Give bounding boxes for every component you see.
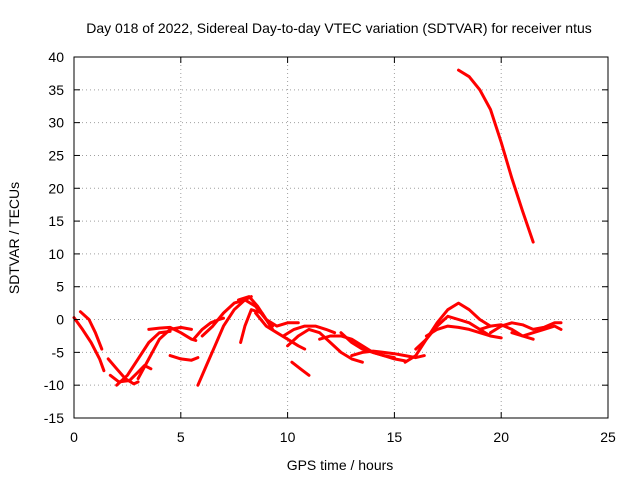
x-axis-label: GPS time / hours xyxy=(287,457,394,473)
series-line-arc-26 xyxy=(510,324,563,338)
chart-title: Day 018 of 2022, Sidereal Day-to-day VTE… xyxy=(86,20,592,36)
y-tick-label: 40 xyxy=(48,49,64,65)
plot-frame xyxy=(73,56,609,419)
y-tick-label: 15 xyxy=(48,213,64,229)
x-tick-label: 5 xyxy=(177,429,185,445)
x-tick-label: 20 xyxy=(493,429,509,445)
y-tick-label: 20 xyxy=(48,180,64,196)
series-line-arc-6 xyxy=(136,325,193,381)
y-axis-tick-labels: -15 -10 -5 0 5 10 15 20 25 30 35 40 xyxy=(44,49,64,426)
series-line-arc-10 xyxy=(196,295,253,387)
y-tick-label: 0 xyxy=(56,312,64,328)
x-tick-label: 15 xyxy=(387,429,403,445)
grid-lines xyxy=(74,57,608,418)
x-axis-tick-labels: 0 5 10 15 20 25 xyxy=(70,429,616,445)
series-line-arc-22 xyxy=(414,314,503,351)
series-line-arc-8 xyxy=(168,354,200,362)
y-tick-label: 25 xyxy=(48,147,64,163)
y-tick-label: -5 xyxy=(52,344,65,360)
series-line-arc-1 xyxy=(72,316,106,373)
y-axis-label: SDTVAR / TECUs xyxy=(6,182,22,294)
series-line-arc-21 xyxy=(403,301,492,364)
series-line-arc-15 xyxy=(290,360,311,377)
series-line-arc-16 xyxy=(281,324,337,338)
y-tick-label: -15 xyxy=(44,410,64,426)
series-line-arc-27 xyxy=(457,68,535,244)
x-tick-label: 0 xyxy=(70,429,78,445)
series-line-arc-9 xyxy=(192,316,225,341)
x-tick-label: 10 xyxy=(280,429,296,445)
y-tick-label: 5 xyxy=(56,279,64,295)
axis-ticks xyxy=(73,56,609,419)
series-line-arc-13 xyxy=(239,308,275,344)
x-tick-label: 25 xyxy=(600,429,616,445)
series-line-arc-23 xyxy=(424,324,492,338)
y-tick-label: 35 xyxy=(48,82,64,98)
series-line-arc-14 xyxy=(254,311,307,351)
y-tick-label: -10 xyxy=(44,377,64,393)
series-line-arc-5 xyxy=(115,329,172,387)
y-tick-label: 30 xyxy=(48,115,64,131)
series-group xyxy=(72,68,563,387)
series-line-arc-25 xyxy=(489,321,563,335)
series-line-arc-2 xyxy=(78,310,104,351)
y-tick-label: 10 xyxy=(48,246,64,262)
